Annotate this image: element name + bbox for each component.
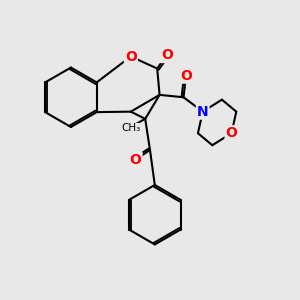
Text: O: O xyxy=(125,50,137,64)
Text: N: N xyxy=(197,105,208,118)
Text: O: O xyxy=(226,126,237,140)
Text: O: O xyxy=(161,48,173,62)
Text: O: O xyxy=(130,153,142,166)
Text: CH₃: CH₃ xyxy=(121,123,140,134)
Text: O: O xyxy=(180,69,192,83)
